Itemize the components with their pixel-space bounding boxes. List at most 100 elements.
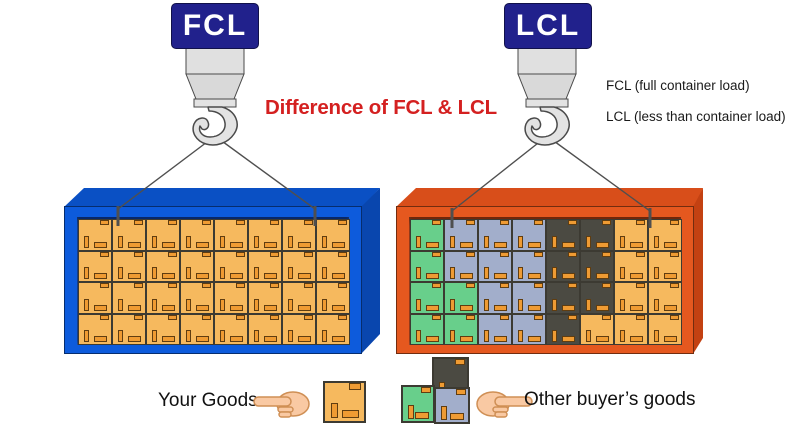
box-detail — [236, 251, 245, 257]
box-detail — [408, 405, 414, 419]
cargo-box — [180, 219, 214, 251]
box-detail — [322, 235, 327, 248]
cargo-box — [282, 250, 316, 282]
box-detail — [562, 273, 575, 279]
cargo-box — [146, 219, 180, 251]
box-detail — [186, 267, 191, 279]
box-detail — [254, 298, 259, 311]
box-detail — [304, 314, 313, 320]
box-detail — [455, 359, 465, 365]
fcl-container-front-face — [64, 206, 362, 354]
other-buyer-box — [401, 385, 435, 423]
box-detail — [500, 251, 509, 257]
box-detail — [288, 330, 293, 342]
box-detail — [304, 220, 313, 225]
cargo-box — [410, 282, 444, 314]
box-detail — [254, 330, 259, 342]
box-detail — [100, 220, 109, 225]
cargo-box — [248, 313, 282, 345]
cargo-box — [478, 250, 512, 282]
box-detail — [602, 314, 611, 320]
cargo-box — [316, 250, 350, 282]
box-detail — [128, 336, 141, 342]
cargo-box — [78, 250, 112, 282]
box-detail — [500, 283, 509, 288]
box-detail — [586, 330, 591, 342]
box-detail — [134, 251, 143, 257]
box-detail — [484, 267, 489, 279]
box-detail — [432, 251, 441, 257]
box-detail — [322, 330, 327, 342]
box-detail — [636, 283, 645, 288]
box-detail — [196, 336, 209, 342]
cargo-box — [512, 219, 546, 251]
box-detail — [236, 314, 245, 320]
cargo-box — [512, 282, 546, 314]
cargo-box — [78, 282, 112, 314]
other-buyers-goods-boxes — [401, 357, 473, 425]
box-detail — [654, 267, 659, 279]
box-detail — [220, 235, 225, 248]
box-detail — [534, 283, 543, 288]
box-detail — [264, 241, 277, 248]
cargo-box — [146, 282, 180, 314]
box-detail — [602, 283, 611, 288]
box-detail — [202, 220, 211, 225]
box-detail — [518, 235, 523, 248]
box-detail — [494, 336, 507, 342]
box-detail — [100, 251, 109, 257]
box-detail — [338, 220, 347, 225]
box-detail — [338, 251, 347, 257]
cargo-box — [410, 250, 444, 282]
box-detail — [162, 304, 175, 311]
cargo-box — [410, 313, 444, 345]
box-detail — [620, 298, 625, 311]
box-detail — [552, 298, 557, 311]
box-detail — [620, 330, 625, 342]
box-detail — [270, 251, 279, 257]
box-detail — [466, 220, 475, 225]
box-detail — [670, 283, 679, 288]
cargo-box — [214, 250, 248, 282]
box-detail — [562, 241, 575, 248]
cargo-box — [112, 250, 146, 282]
cargo-box — [546, 219, 580, 251]
box-detail — [332, 241, 345, 248]
box-detail — [518, 267, 523, 279]
box-detail — [494, 241, 507, 248]
fcl-container-opening — [77, 217, 350, 345]
box-detail — [450, 235, 455, 248]
cargo-box — [214, 313, 248, 345]
box-detail — [152, 330, 157, 342]
box-detail — [654, 298, 659, 311]
box-detail — [670, 314, 679, 320]
box-detail — [168, 314, 177, 320]
box-detail — [168, 283, 177, 288]
box-detail — [528, 304, 541, 311]
box-detail — [128, 304, 141, 311]
box-detail — [118, 267, 123, 279]
cargo-box — [648, 313, 682, 345]
cargo-box — [282, 313, 316, 345]
box-detail — [552, 235, 557, 248]
box-detail — [460, 336, 473, 342]
box-detail — [416, 267, 421, 279]
box-detail — [456, 389, 466, 395]
box-detail — [484, 330, 489, 342]
fcl-sign: FCL — [171, 3, 259, 49]
box-detail — [270, 220, 279, 225]
box-detail — [100, 283, 109, 288]
cargo-box — [78, 313, 112, 345]
box-detail — [602, 251, 611, 257]
box-detail — [304, 251, 313, 257]
box-detail — [298, 304, 311, 311]
box-detail — [664, 304, 677, 311]
box-detail — [162, 273, 175, 279]
box-detail — [466, 314, 475, 320]
box-detail — [230, 241, 243, 248]
cargo-box — [546, 282, 580, 314]
box-detail — [500, 220, 509, 225]
cargo-box — [580, 282, 614, 314]
box-detail — [84, 267, 89, 279]
